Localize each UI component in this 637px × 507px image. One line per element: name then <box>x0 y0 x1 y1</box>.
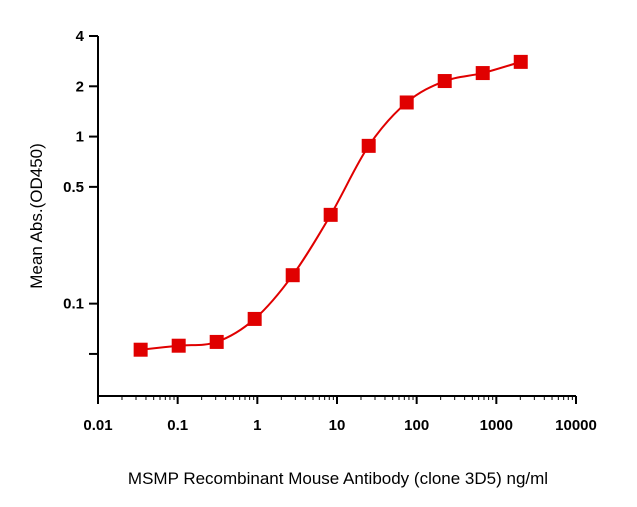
x-tick-label: 10000 <box>555 417 597 434</box>
series-layer <box>133 54 528 357</box>
data-point <box>133 342 148 357</box>
data-point <box>323 207 338 222</box>
y-tick-label: 0.1 <box>63 296 84 313</box>
data-point <box>171 338 186 353</box>
data-point <box>209 334 224 349</box>
x-tick-label: 100 <box>404 417 429 434</box>
x-axis-label: MSMP Recombinant Mouse Antibody (clone 3… <box>128 469 548 488</box>
y-tick-label: 4 <box>76 28 85 45</box>
x-tick-label: 1000 <box>480 417 513 434</box>
y-tick-label: 0.5 <box>63 179 84 196</box>
data-point <box>437 74 452 89</box>
x-tick-label: 1 <box>253 417 261 434</box>
y-tick-label: 1 <box>76 129 84 146</box>
x-tick-label: 0.1 <box>167 417 188 434</box>
y-axis: 0.1 0.5 1 2 4 <box>63 28 99 396</box>
x-ticks: 0.01 0.1 1 10 100 1000 10000 <box>83 396 597 434</box>
data-point <box>247 311 262 326</box>
y-ticks: 0.1 0.5 1 2 4 <box>63 28 98 355</box>
data-point <box>399 95 414 110</box>
x-axis: 0.01 0.1 1 10 100 1000 10000 <box>83 395 597 434</box>
data-point <box>361 138 376 153</box>
x-tick-label: 10 <box>329 417 346 434</box>
y-tick-label: 2 <box>76 78 84 95</box>
data-point <box>285 268 300 283</box>
y-axis-label: Mean Abs.(OD450) <box>27 143 46 289</box>
x-tick-label: 0.01 <box>83 417 112 434</box>
data-point <box>475 66 490 81</box>
data-point <box>513 54 528 69</box>
series-line <box>140 60 522 351</box>
